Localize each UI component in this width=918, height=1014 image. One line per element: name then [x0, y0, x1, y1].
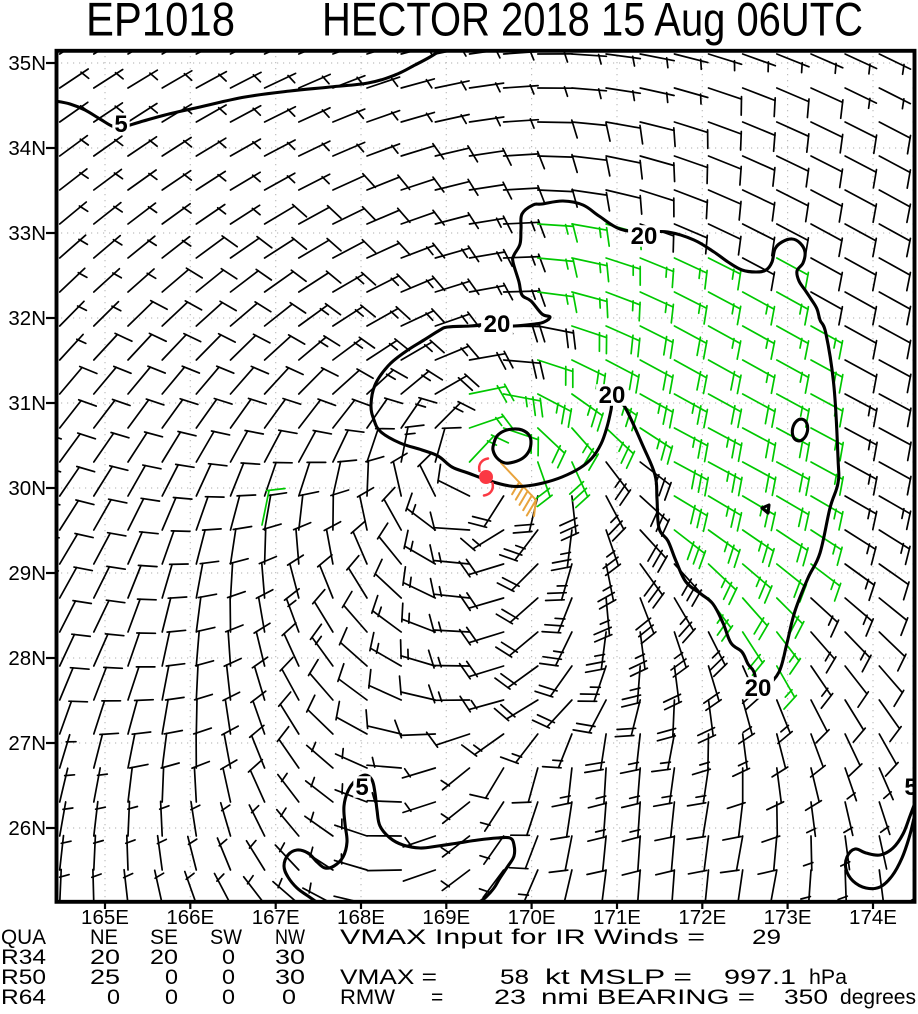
svg-text:23: 23 — [494, 986, 526, 1009]
svg-text:0: 0 — [282, 986, 296, 1009]
svg-text:5: 5 — [355, 774, 368, 801]
svg-text:kt MSLP =: kt MSLP = — [545, 966, 692, 989]
svg-text:30N: 30N — [8, 477, 46, 500]
svg-text:0: 0 — [222, 966, 235, 989]
svg-text:166E: 166E — [166, 906, 214, 929]
svg-text:SW: SW — [210, 926, 242, 949]
svg-text:EP1018: EP1018 — [86, 0, 235, 46]
svg-text:25: 25 — [90, 966, 120, 989]
svg-text:NW: NW — [275, 926, 305, 949]
svg-text:168E: 168E — [337, 906, 385, 929]
svg-text:R34: R34 — [1, 946, 46, 969]
svg-text:R50: R50 — [1, 966, 46, 989]
svg-text:26N: 26N — [8, 817, 46, 840]
svg-text:30: 30 — [275, 966, 305, 989]
svg-text:997.1: 997.1 — [724, 966, 796, 989]
svg-text:=: = — [431, 986, 443, 1009]
svg-text:29: 29 — [752, 926, 781, 949]
svg-text:29N: 29N — [8, 562, 46, 585]
svg-text:0: 0 — [222, 946, 235, 969]
svg-text:20: 20 — [631, 223, 658, 250]
svg-text:169E: 169E — [422, 906, 470, 929]
svg-text:0: 0 — [222, 986, 235, 1009]
svg-text:0: 0 — [107, 986, 120, 1009]
svg-text:165E: 165E — [81, 906, 129, 929]
svg-text:170E: 170E — [508, 906, 556, 929]
svg-text:20: 20 — [599, 382, 626, 409]
svg-text:172E: 172E — [678, 906, 726, 929]
svg-text:33N: 33N — [8, 222, 46, 245]
svg-text:5: 5 — [904, 774, 917, 801]
svg-text:degrees: degrees — [840, 986, 916, 1009]
svg-text:0: 0 — [165, 966, 178, 989]
svg-text:VMAX =: VMAX = — [340, 966, 437, 989]
svg-text:nmi BEARING =: nmi BEARING = — [541, 986, 755, 1009]
svg-text:171E: 171E — [593, 906, 641, 929]
svg-text:31N: 31N — [8, 392, 46, 415]
svg-text:35N: 35N — [8, 52, 46, 75]
svg-text:30: 30 — [275, 946, 305, 969]
svg-text:20: 20 — [150, 946, 178, 969]
svg-text:R64: R64 — [1, 986, 46, 1009]
svg-text:20: 20 — [90, 946, 120, 969]
svg-text:28N: 28N — [8, 647, 46, 670]
svg-text:58: 58 — [500, 966, 529, 989]
svg-text:20: 20 — [745, 675, 772, 702]
svg-text:0: 0 — [165, 986, 178, 1009]
svg-text:27N: 27N — [8, 732, 46, 755]
svg-text:174E: 174E — [849, 906, 897, 929]
svg-text:VMAX Input for IR Winds =: VMAX Input for IR Winds = — [340, 926, 705, 949]
svg-text:NE: NE — [90, 926, 118, 949]
svg-text:20: 20 — [484, 311, 511, 338]
svg-text:QUA: QUA — [1, 926, 46, 949]
svg-text:5: 5 — [114, 111, 127, 138]
svg-text:167E: 167E — [252, 906, 300, 929]
svg-text:RMW: RMW — [340, 986, 395, 1009]
svg-text:HECTOR 2018 15 Aug 06UTC: HECTOR 2018 15 Aug 06UTC — [322, 0, 863, 46]
svg-text:hPa: hPa — [809, 966, 847, 989]
svg-text:173E: 173E — [764, 906, 812, 929]
svg-text:34N: 34N — [8, 137, 46, 160]
svg-text:SE: SE — [150, 926, 178, 949]
svg-text:350: 350 — [784, 986, 828, 1009]
svg-text:32N: 32N — [8, 307, 46, 330]
